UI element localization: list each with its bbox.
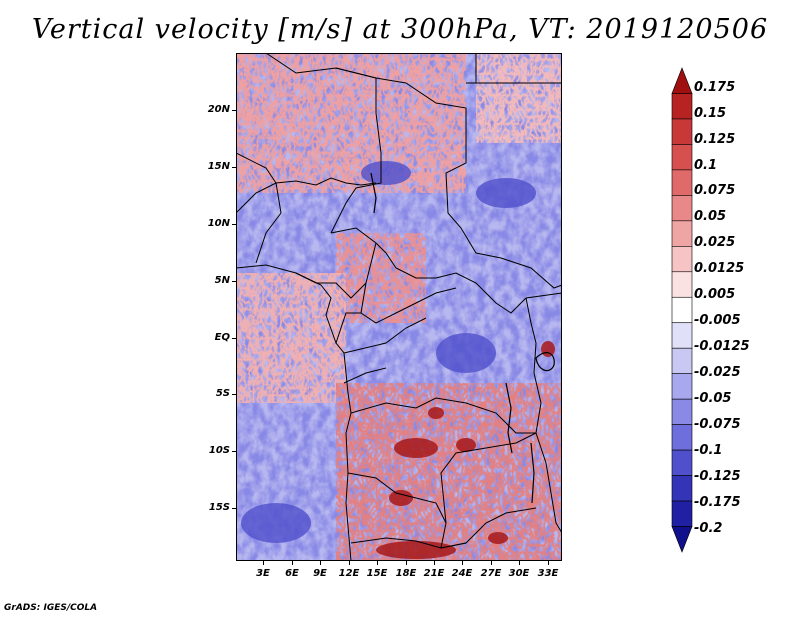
- colorbar-swatch: [671, 475, 693, 502]
- lon-tick: [263, 561, 264, 565]
- colorbar-swatch: [671, 169, 693, 196]
- field-strong-downdrafts: [241, 161, 536, 543]
- colorbar-label: 0.1: [694, 158, 718, 173]
- colorbar-swatch: [671, 373, 693, 400]
- colorbar-swatch: [671, 347, 693, 374]
- lon-tick: [519, 561, 520, 565]
- lat-label: 5N: [214, 275, 230, 286]
- colorbar-label: 0.0125: [694, 261, 745, 276]
- lat-tick: [232, 394, 236, 395]
- colorbar-swatch: [671, 424, 693, 451]
- colorbar-swatch: [671, 449, 693, 476]
- lat-label: 10S: [208, 445, 230, 456]
- colorbar-swatch: [671, 500, 693, 527]
- lon-label: 6E: [285, 568, 299, 579]
- colorbar-label: 0.125: [694, 132, 736, 147]
- lon-label: 12E: [338, 568, 360, 579]
- lat-tick: [232, 338, 236, 339]
- lon-tick: [406, 561, 407, 565]
- lon-label: 3E: [256, 568, 270, 579]
- map-area: [235, 52, 563, 562]
- colorbar-label: 0.05: [694, 209, 727, 224]
- colorbar-swatch: [671, 220, 693, 247]
- lon-tick: [548, 561, 549, 565]
- colorbar-swatch: [671, 195, 693, 222]
- lon-label: 27E: [480, 568, 502, 579]
- lon-label: 24E: [451, 568, 473, 579]
- colorbar-label: -0.125: [694, 469, 741, 484]
- lat-label: 20N: [207, 104, 230, 115]
- lon-label: 18E: [395, 568, 417, 579]
- colorbar-label: -0.1: [694, 443, 723, 458]
- lakes: [370, 172, 555, 504]
- lon-label: 30E: [508, 568, 530, 579]
- lat-label: 5S: [215, 388, 230, 399]
- lon-tick: [320, 561, 321, 565]
- lat-tick: [232, 451, 236, 452]
- lon-tick: [491, 561, 492, 565]
- colorbar-swatch: [671, 322, 693, 349]
- colorbar-label: -0.0125: [694, 339, 750, 354]
- grads-credit: GrADS: IGES/COLA: [4, 603, 98, 613]
- colorbar-arrow-bottom: [671, 526, 693, 553]
- colorbar-label: 0.175: [694, 80, 736, 95]
- colorbar-label: -0.005: [694, 313, 741, 328]
- lon-label: 33E: [537, 568, 559, 579]
- lat-tick: [232, 167, 236, 168]
- lon-label: 15E: [366, 568, 388, 579]
- colorbar-label: -0.075: [694, 417, 741, 432]
- colorbar-label: -0.05: [694, 391, 732, 406]
- colorbar-swatch: [671, 398, 693, 425]
- map-svg: [235, 52, 563, 562]
- colorbar-label: -0.025: [694, 365, 741, 380]
- lat-tick: [232, 110, 236, 111]
- lon-label: 21E: [423, 568, 445, 579]
- lon-tick: [434, 561, 435, 565]
- lat-tick: [232, 224, 236, 225]
- colorbar-swatch: [671, 118, 693, 145]
- lat-label: 15S: [208, 502, 230, 513]
- colorbar-swatch: [671, 271, 693, 298]
- colorbar-swatch: [671, 296, 693, 324]
- colorbar-arrow-top: [671, 67, 693, 94]
- colorbar-swatch: [671, 144, 693, 171]
- lat-label: 10N: [207, 218, 230, 229]
- chart-title: Vertical velocity [m/s] at 300hPa, VT: 2…: [31, 14, 769, 45]
- field-strong-updrafts: [376, 341, 555, 559]
- colorbar-swatch: [671, 246, 693, 273]
- lat-tick: [232, 281, 236, 282]
- colorbar-label: 0.15: [694, 106, 727, 121]
- colorbar-label: -0.175: [694, 495, 741, 510]
- colorbar-label: 0.075: [694, 183, 736, 198]
- country-borders: [235, 52, 563, 562]
- lat-label: EQ: [214, 332, 230, 343]
- lon-label: 9E: [313, 568, 327, 579]
- colorbar-label: 0.005: [694, 287, 736, 302]
- colorbar-label: -0.2: [694, 521, 723, 536]
- lon-tick: [462, 561, 463, 565]
- colorbar-label: 0.025: [694, 235, 736, 250]
- lat-label: 15N: [207, 161, 230, 172]
- lon-tick: [349, 561, 350, 565]
- colorbar: [671, 67, 693, 553]
- colorbar-swatch: [671, 93, 693, 120]
- lon-tick: [292, 561, 293, 565]
- lon-tick: [377, 561, 378, 565]
- lat-tick: [232, 508, 236, 509]
